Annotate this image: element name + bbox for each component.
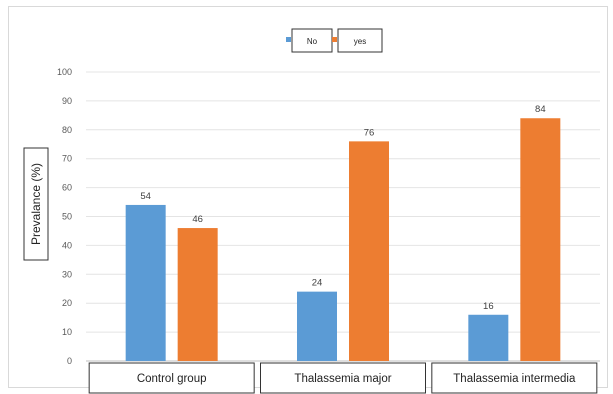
bar-yes	[177, 228, 218, 361]
bar-no	[468, 314, 509, 361]
y-tick-label: 20	[62, 298, 72, 308]
y-tick-label: 90	[62, 96, 72, 106]
y-tick-label: 50	[62, 212, 72, 222]
bar-yes	[520, 118, 561, 362]
y-tick-label: 60	[62, 183, 72, 193]
legend-label: yes	[354, 37, 366, 46]
data-labels: 54 46 24 76 16 84	[140, 104, 545, 312]
category-label: Thalassemia intermedia	[453, 373, 576, 385]
legend: No yes	[286, 28, 383, 53]
legend-swatch	[286, 37, 291, 42]
bar-no	[297, 291, 337, 361]
y-tick-label: 100	[57, 67, 72, 77]
y-tick-label: 30	[62, 269, 72, 279]
category-label: Control group	[137, 373, 207, 385]
category-label-box	[431, 362, 598, 394]
y-tick-label: 80	[62, 125, 72, 135]
data-label: 76	[364, 127, 375, 138]
data-label: 24	[312, 278, 323, 289]
gridlines	[86, 71, 600, 362]
y-axis-title-box	[23, 147, 49, 261]
data-label: 46	[192, 214, 203, 225]
data-label: 84	[535, 104, 546, 115]
category-label: Thalassemia major	[294, 373, 391, 385]
data-label: 16	[483, 301, 494, 312]
y-tick-label: 40	[62, 240, 72, 250]
y-axis-title-text: Prevalance (%)	[29, 163, 43, 245]
legend-swatch	[332, 37, 337, 42]
bar-yes	[349, 141, 389, 361]
category-label-box	[88, 362, 255, 394]
y-axis-title: Prevalance (%)	[23, 147, 49, 261]
y-tick-label: 70	[62, 154, 72, 164]
category-labels: Control group Thalassemia major Thalassemi…	[88, 362, 598, 394]
legend-box	[337, 28, 383, 53]
y-tick-label: 0	[67, 356, 72, 366]
bar-no	[125, 204, 166, 361]
data-label: 54	[140, 191, 151, 202]
legend-label: No	[307, 37, 318, 46]
category-label-box	[260, 362, 426, 394]
bars	[125, 118, 561, 362]
y-axis-ticks: 0 10 20 30 40 50 60 70 80 90 100	[57, 67, 72, 366]
y-tick-label: 10	[62, 327, 72, 337]
